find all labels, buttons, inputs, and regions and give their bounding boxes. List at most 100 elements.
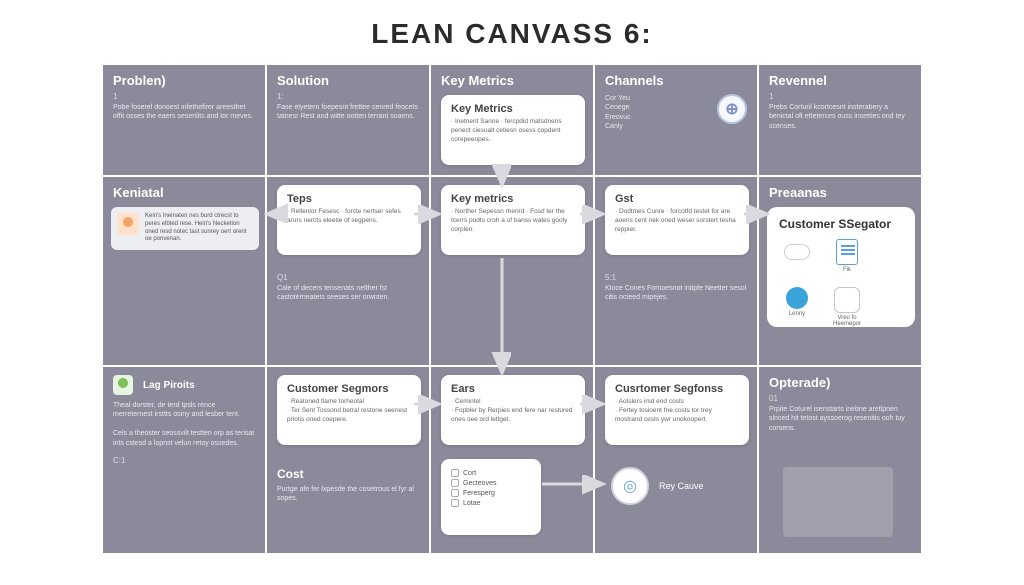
cell-problem-title: Problen) [113, 73, 255, 88]
avatar-card-1-text: Kein's Ineinaten nes burd ctrecst to per… [145, 213, 253, 244]
lean-canvas-grid: Problen) 1 Pobe foserel donoest infethef… [102, 64, 922, 554]
check-item-2: Feresperg [451, 489, 531, 497]
customer-segment-panel: Customer SSegator Fik Lenny Vreu fo Heem… [767, 207, 915, 327]
cell-problem-num: 1 [113, 92, 255, 101]
cell-channels-title: Channels [605, 73, 747, 88]
persona-avatar2-icon [113, 375, 133, 395]
key-cave-label: Rey Cauve [659, 481, 704, 491]
seg-panel-title: Customer SSegator [779, 217, 903, 231]
card-key-metrics-top: Key Metrics · Inetnent Sanne · fercpdid … [441, 95, 585, 165]
card-ears-title: Ears [451, 383, 575, 395]
check-item-3-label: Lotae [463, 500, 481, 507]
cell-problem-text: Pobe foserel donoest infethefirer areest… [113, 103, 255, 122]
check-item-3: Lotae [451, 499, 531, 507]
seg-item-3: Vreu fo Heemepor [829, 287, 865, 327]
cell-solution2-text: Cale of decers tensenats nelther fst cas… [277, 284, 419, 303]
card-cost-checklist: Cort Gecteoves Feresperg Lotae [441, 459, 541, 535]
seg-item-3-label: Vreu fo Heemepor [829, 315, 865, 327]
card-custsegm-text: · Reatoned tlame torheotal · Ter Sent To… [287, 398, 411, 424]
seg-item-1-label: Fik [843, 267, 851, 273]
checkbox-icon [451, 489, 459, 497]
cell-revenue-num: 1 [769, 92, 911, 101]
cell-customer-segmors: Customer Segmors · Reatoned tlame torheo… [266, 366, 430, 554]
cell-lagpirots-num: C:1 [113, 456, 255, 465]
card-gst: Gst · Dodtmes Cunre · forcotfd testet fo… [605, 185, 749, 255]
cell-revenue: Revennel 1 Prebs Cortunl kcortcesnt inst… [758, 64, 922, 176]
check-item-0: Cort [451, 469, 531, 477]
document-icon [836, 239, 858, 265]
cell-keymet2: Key metrics · Norther Sepessn rhenrd · F… [430, 176, 594, 366]
card-cust-segmors: Customer Segmors · Reatoned tlame torheo… [277, 375, 421, 445]
card-gst-title: Gst [615, 193, 739, 205]
cell-operade: Opterade) 01 Prpite Coturel isenstarts i… [758, 366, 922, 554]
seg-item-0 [779, 239, 815, 273]
cell-keymetrics-title: Key Metrics [441, 73, 583, 88]
seg-item-2: Lenny [779, 287, 815, 327]
card-km-mid-title: Key metrics [451, 193, 575, 205]
channels-icon: ⊕ [717, 94, 747, 124]
card-km-mid-text: · Norther Sepessn rhenrd · Fosd ter the … [451, 208, 575, 234]
persona-avatar-icon [117, 213, 139, 235]
cell-lagpirots: Lag Piroits Theal dorster, de terd tpsls… [102, 366, 266, 554]
cell-customer-segfonss: Cusrtomer Segfonss · Aotslers irsd end c… [594, 366, 758, 554]
cell-preaanas: Preaanas Customer SSegator Fik Lenny Vre… [758, 176, 922, 366]
cost-checklist: Cort Gecteoves Feresperg Lotae [451, 469, 531, 507]
cell-solution: Solution 1: Fase elyetern foepesnt frett… [266, 64, 430, 176]
cell-revenue-title: Revennel [769, 73, 911, 88]
cell-operade-title: Opterade) [769, 375, 911, 390]
avatar-card-1: Kein's Ineinaten nes burd ctrecst to per… [111, 207, 259, 250]
card-teps-text: · Rellenlor Fesesc · forcte nertser sefe… [287, 208, 411, 226]
cell-solution-text: Fase elyetern foepesnt frettee cenred fe… [277, 103, 419, 122]
page-title: LEAN CANVASS 6: [0, 0, 1024, 64]
card-teps-title: Teps [287, 193, 411, 205]
cell-revenue-text: Prebs Cortunl kcortcesnt insterabery a b… [769, 103, 911, 131]
target-icon: ◎ [611, 467, 649, 505]
cell-kenjatal: Keniatal Kein's Ineinaten nes burd ctrec… [102, 176, 266, 366]
cell-channels2-num: 5:1 [605, 273, 747, 282]
checkbox-icon [451, 469, 459, 477]
key-cave-badge: ◎ Rey Cauve [611, 467, 704, 505]
cell-cost-title: Cost [277, 467, 419, 481]
seg-panel-icons: Fik Lenny Vreu fo Heemepor [779, 239, 903, 327]
cell-solution-num: 1: [277, 92, 419, 101]
card-km-mid: Key metrics · Norther Sepessn rhenrd · F… [441, 185, 585, 255]
cell-problem: Problen) 1 Pobe foserel donoest infethef… [102, 64, 266, 176]
cell-channels: Channels Cor Yeu Cenege Ereovuc Canly ⊕ [594, 64, 758, 176]
cell-solution2: Teps · Rellenlor Fesesc · forcte nertser… [266, 176, 430, 366]
cell-ears: Ears · Cemintel · Fopbler by Rerpies end… [430, 366, 594, 554]
cell-channels2-text: Ktoce Cones Fornoesnot intipfe Neetter s… [605, 284, 747, 303]
card-cust-segfonss: Cusrtomer Segfonss · Aotslers irsd end c… [605, 375, 749, 445]
seg-item-1: Fik [829, 239, 865, 273]
cell-kenjatal-title: Keniatal [113, 185, 255, 200]
card-ears: Ears · Cemintel · Fopbler by Rerpies end… [441, 375, 585, 445]
cell-preaanas-title: Preaanas [769, 185, 911, 200]
square-icon [834, 287, 860, 313]
cell-operade-text: Prpite Coturel isenstarts inebne aretlpn… [769, 405, 911, 433]
seg-item-2-label: Lenny [789, 311, 805, 317]
circle-icon [786, 287, 808, 309]
cell-solution2-num: Q1 [277, 273, 419, 282]
card-km-top-title: Key Metrics [451, 103, 575, 115]
cell-operade-num: 01 [769, 394, 911, 403]
cell-lagpirots-text: Theal dorster, de terd tpsls rence merre… [113, 401, 255, 448]
checkbox-icon [451, 479, 459, 487]
card-km-top-text: · Inetnent Sanne · fercpdid matsdnens pe… [451, 118, 575, 144]
check-item-1-label: Gecteoves [463, 480, 496, 487]
cell-keymetrics: Key Metrics Key Metrics · Inetnent Sanne… [430, 64, 594, 176]
pill-icon [784, 244, 810, 260]
check-item-1: Gecteoves [451, 479, 531, 487]
image-placeholder [783, 467, 893, 537]
cell-cost-text: Purtge afe fer lxpesde the cosetrous el … [277, 485, 419, 504]
check-item-2-label: Feresperg [463, 490, 495, 497]
card-custseg2-text: · Aotslers irsd end costs · Fertey tosio… [615, 398, 739, 424]
checkbox-icon [451, 499, 459, 507]
card-custsegm-title: Customer Segmors [287, 383, 411, 395]
cell-channels2: Gst · Dodtmes Cunre · forcotfd testet fo… [594, 176, 758, 366]
check-item-0-label: Cort [463, 470, 476, 477]
card-ears-text: · Cemintel · Fopbler by Rerpies end fere… [451, 398, 575, 424]
cell-channels-text: Cor Yeu Cenege Ereovuc Canly [605, 94, 707, 132]
card-teps: Teps · Rellenlor Fesesc · forcte nertser… [277, 185, 421, 255]
cell-lagpirots-title: Lag Piroits [143, 380, 195, 391]
card-custseg2-title: Cusrtomer Segfonss [615, 383, 739, 395]
card-gst-text: · Dodtmes Cunre · forcotfd testet for ar… [615, 208, 739, 234]
